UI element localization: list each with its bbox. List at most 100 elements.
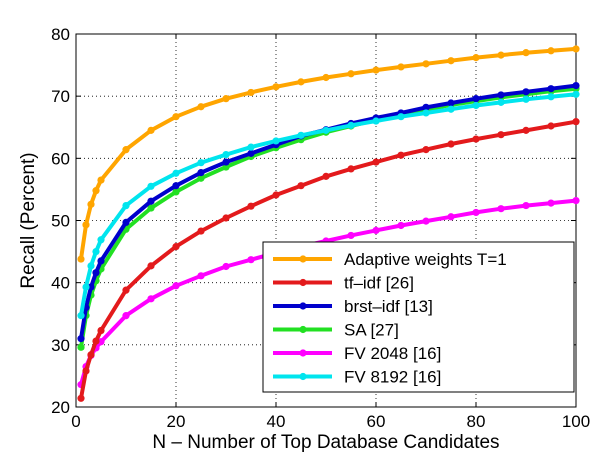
legend-entry: tf–idf [26] (273, 274, 414, 293)
series-3-point (522, 88, 530, 96)
series-6-point (97, 236, 105, 244)
series-5-point (147, 295, 155, 303)
series-3-point (472, 95, 480, 103)
series-2-point (92, 337, 100, 345)
series-1-point (472, 54, 480, 62)
series-5-point (222, 262, 230, 271)
series-5-point (397, 221, 405, 230)
legend-entry: FV 2048 [16] (273, 344, 441, 363)
y-tick-label: 70 (51, 87, 70, 106)
series-6-point (347, 121, 355, 129)
series-layer (77, 45, 580, 402)
series-2-point (77, 394, 85, 402)
series-6-point (497, 98, 505, 106)
legend-entry: brst–idf [13] (273, 297, 433, 316)
series-1-point (272, 83, 280, 91)
series-1-point (197, 103, 205, 111)
legend-swatch-marker (299, 325, 307, 334)
series-3-point (122, 218, 130, 226)
series-6-point (147, 182, 155, 190)
y-tick-label: 80 (51, 25, 70, 44)
series-2-point (97, 326, 105, 335)
series-4-point (197, 174, 205, 182)
series-3-point (97, 257, 105, 265)
series-6-point (572, 90, 580, 98)
series-6-point (372, 117, 380, 125)
series-2-point (87, 351, 95, 359)
legend-swatch-marker (299, 372, 307, 381)
series-6-point (422, 109, 430, 117)
series-5-point (422, 217, 430, 225)
series-6-point (172, 169, 180, 177)
series-5-point (497, 205, 505, 213)
series-6-point (272, 137, 280, 145)
series-2-point (422, 146, 430, 154)
series-3-point (172, 182, 180, 190)
series-6-point (92, 247, 100, 256)
series-5-point (447, 213, 455, 221)
series-2-point (272, 191, 280, 199)
series-3-point (147, 197, 155, 205)
x-tick-label: 60 (367, 412, 386, 431)
series-1-point (147, 126, 155, 134)
series-2-point (522, 126, 530, 134)
series-3-point (247, 149, 255, 157)
series-1-point (397, 63, 405, 71)
series-2-point (572, 118, 580, 126)
series-2-point (372, 158, 380, 166)
series-1-point (522, 49, 530, 57)
series-2-point (147, 262, 155, 270)
series-1-point (97, 176, 105, 184)
legend-swatch-marker (299, 255, 307, 263)
series-3-point (447, 99, 455, 107)
series-3-point (547, 85, 555, 93)
series-2-point (447, 140, 455, 148)
series-1-point (322, 73, 330, 82)
series-5-point (547, 199, 555, 207)
series-2-point (497, 131, 505, 139)
series-1-point (92, 187, 100, 195)
series-2-point (347, 165, 355, 173)
series-2-point (222, 214, 230, 222)
series-6 (77, 90, 580, 320)
series-2 (77, 118, 580, 402)
series-4-point (222, 163, 230, 171)
y-tick-label: 60 (51, 149, 70, 168)
series-2-point (472, 135, 480, 143)
legend-entry: Adaptive weights T=1 (273, 250, 507, 269)
legend-label: SA [27] (344, 321, 399, 340)
series-6-point (122, 201, 130, 210)
series-6-point (77, 312, 85, 320)
series-3-point (497, 91, 505, 99)
series-6-point (322, 126, 330, 134)
series-3-point (572, 81, 580, 90)
series-1-line (79, 46, 577, 260)
series-5-point (372, 226, 380, 235)
y-tick-label: 30 (51, 336, 70, 355)
series-2-point (197, 227, 205, 235)
series-6-point (197, 159, 205, 167)
y-tick-label: 50 (51, 212, 70, 231)
legend-label: brst–idf [13] (344, 297, 433, 316)
series-5-point (472, 208, 480, 217)
legend-entry: FV 8192 [16] (273, 368, 441, 387)
series-1-point (172, 113, 180, 121)
series-4-point (147, 204, 155, 212)
series-5-point (522, 201, 530, 210)
series-2-point (247, 202, 255, 210)
series-3-point (422, 103, 430, 111)
series-5-point (572, 197, 580, 205)
series-2-point (82, 367, 90, 375)
legend-label: Adaptive weights T=1 (344, 250, 507, 269)
series-3 (77, 81, 580, 343)
series-6-point (87, 262, 95, 270)
legend-label: FV 2048 [16] (344, 344, 441, 363)
legend-entry: SA [27] (273, 321, 399, 340)
series-5-point (172, 282, 180, 290)
series-3-point (197, 169, 205, 177)
series-6-point (522, 95, 530, 103)
legend: Adaptive weights T=1 tf–idf [26] brst–idf … (262, 241, 575, 393)
series-1-point (422, 60, 430, 68)
series-5-point (197, 272, 205, 280)
series-1-point (247, 88, 255, 97)
